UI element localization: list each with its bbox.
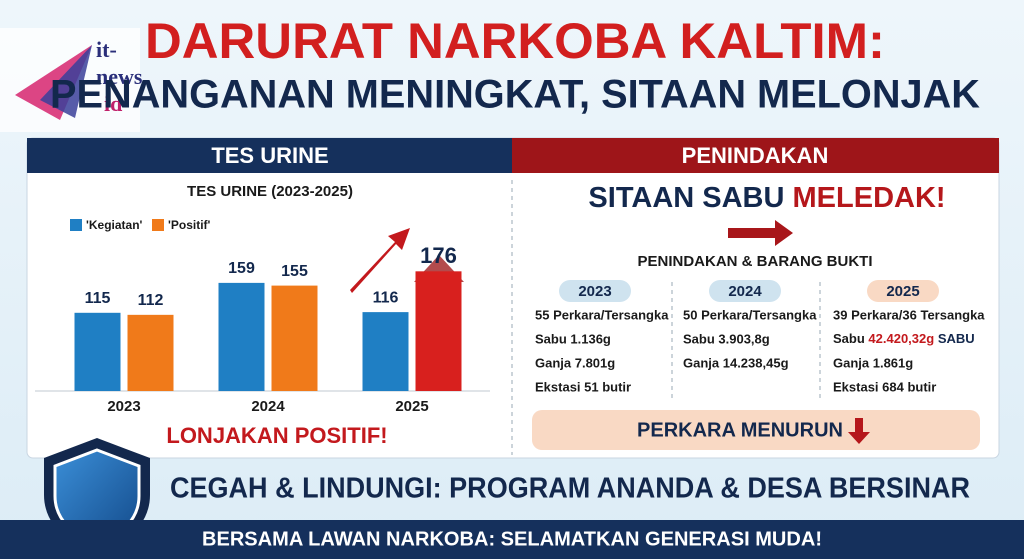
bar [362, 312, 409, 391]
x-tick-label: 2023 [107, 398, 140, 415]
value-label: 159 [228, 260, 255, 277]
program-text: CEGAH & LINDUNGI: PROGRAM ANANDA & DESA … [170, 473, 970, 505]
title: DARURAT NARKOBA KALTIM: [145, 13, 885, 69]
logo-shape [40, 45, 92, 118]
year-label: 2023 [578, 283, 611, 300]
year-pill [867, 280, 939, 302]
logo-shape [15, 45, 92, 120]
detail-line: Ganja 7.801g [535, 355, 615, 370]
subtitle: PENANGANAN MENINGKAT, SITAAN MELONJAK [50, 73, 980, 117]
footer-box [532, 410, 980, 450]
year-pill [709, 280, 781, 302]
headline-emphasis: MELEDAK! [793, 182, 946, 214]
detail-line: Sabu 3.903,8g [683, 331, 770, 346]
detail-line: Sabu 1.136g [535, 331, 611, 346]
year-label: 2025 [886, 283, 919, 300]
legend-label: 'Kegiatan' [86, 218, 143, 232]
legend-swatch [152, 219, 164, 231]
banner-text: BERSAMA LAWAN NARKOBA: SELAMATKAN GENERA… [202, 528, 822, 550]
detail-suffix: SABU [938, 331, 975, 346]
headline-text: SITAAN SABU [588, 182, 784, 214]
value-label: 176 [420, 243, 457, 268]
detail-line: 50 Perkara/Tersangka [683, 307, 817, 322]
decorative-arrow [728, 220, 793, 246]
detail-line: Ekstasi 51 butir [535, 379, 631, 394]
x-tick-label: 2024 [251, 398, 285, 415]
legend-label: 'Positif' [168, 218, 211, 232]
detail-text: Sabu [833, 331, 865, 346]
decorative-arrow [350, 228, 410, 293]
bar [271, 285, 318, 391]
value-label: 115 [85, 290, 111, 307]
detail-line: Sabu 42.420,32g SABU [833, 331, 975, 346]
bar [127, 314, 174, 391]
detail-line: Ekstasi 684 butir [833, 379, 936, 394]
section-title: PENINDAKAN & BARANG BUKTI [638, 253, 873, 270]
columns: 2023 55 Perkara/Tersangka Sabu 1.136g Ganja… [535, 280, 985, 394]
detail-line: 55 Perkara/Tersangka [535, 307, 669, 322]
detail-line: Ganja 1.861g [833, 355, 913, 370]
headline: SITAAN SABU MELEDAK! [588, 182, 945, 214]
bar [218, 282, 265, 391]
bar [74, 312, 121, 391]
banner [0, 520, 1024, 559]
panel-heading: PENINDAKAN [682, 143, 829, 168]
value-label: 112 [138, 292, 164, 309]
footer-text: PERKARA MENURUN [637, 419, 843, 441]
chart-title: TES URINE (2023-2025) [187, 183, 353, 200]
bar [415, 271, 462, 391]
detail-line: 39 Perkara/36 Tersangka [833, 307, 985, 322]
panel-header [512, 138, 999, 173]
logo-text: news [96, 64, 143, 89]
x-tick-label: 2025 [395, 398, 428, 415]
detail-emphasis: 42.420,32g [868, 331, 934, 346]
logo: it- news id [0, 28, 143, 132]
detail-line: Ganja 14.238,45g [683, 355, 789, 370]
year-label: 2024 [728, 283, 762, 300]
year-pill [559, 280, 631, 302]
decorative-arrow [848, 418, 870, 444]
logo-text: it- [96, 37, 117, 62]
value-label: 155 [281, 263, 308, 280]
panel-header [27, 138, 512, 173]
legend-swatch [70, 219, 82, 231]
value-label: 116 [373, 289, 399, 306]
callout: LONJAKAN POSITIF! [166, 423, 387, 448]
panel-heading: TES URINE [211, 143, 328, 168]
logo-text: id [104, 91, 122, 116]
